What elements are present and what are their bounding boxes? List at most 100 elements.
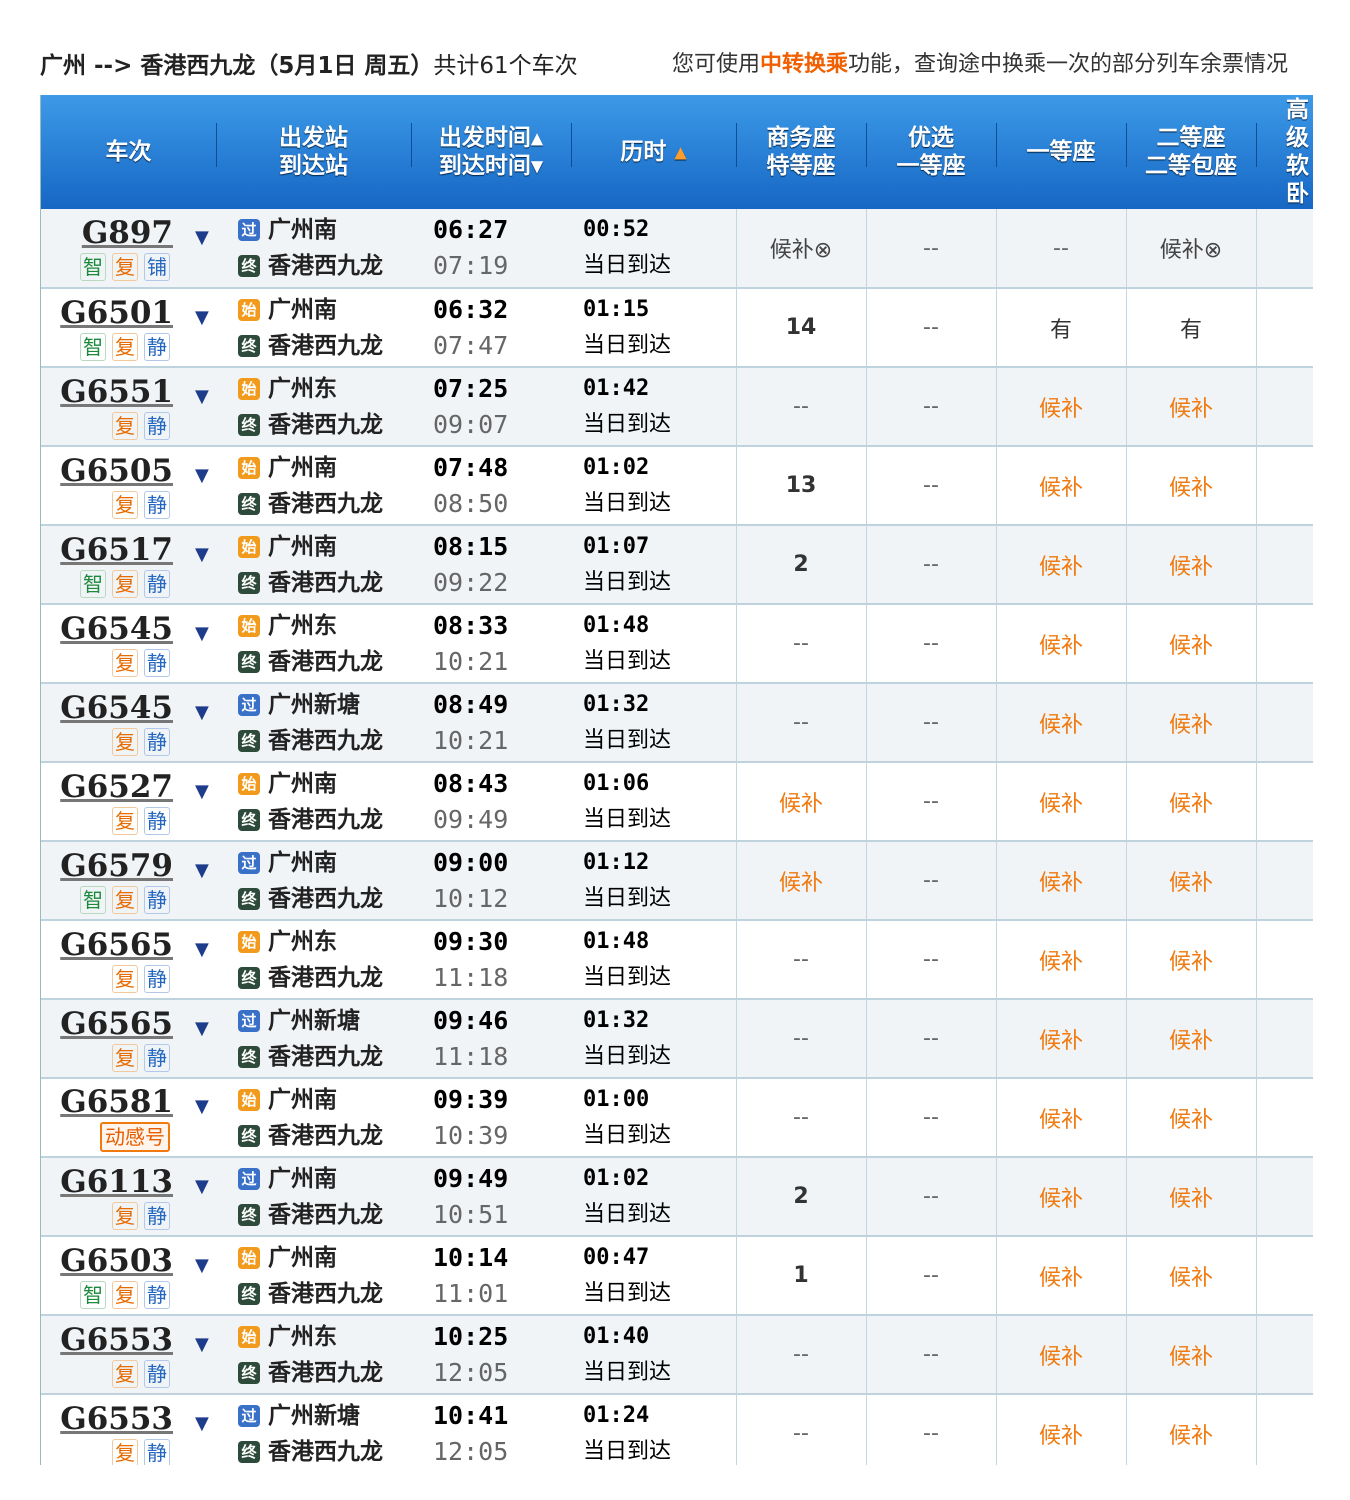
seat-cell[interactable]: 候补 <box>1125 999 1256 1078</box>
train-number-link[interactable]: G6503 <box>60 1242 173 1279</box>
arrival-time: 09:49 <box>433 804 509 834</box>
caret-down-icon[interactable]: ▼ <box>195 464 209 486</box>
seat-value: -- <box>793 1421 809 1446</box>
station-cell: 始广州南 终香港西九龙 <box>216 1236 411 1315</box>
caret-down-icon[interactable]: ▼ <box>195 1017 209 1039</box>
seat-cell[interactable]: 候补 <box>995 999 1126 1078</box>
seat-cell[interactable]: 候补 <box>995 1394 1126 1465</box>
caret-down-icon[interactable]: ▼ <box>195 1175 209 1197</box>
seat-cell[interactable]: 候补 <box>735 762 866 841</box>
train-number-link[interactable]: G6551 <box>60 373 173 410</box>
to-station: 香港西九龙 <box>268 1122 383 1149</box>
duration: 01:02 <box>583 454 650 480</box>
transfer-link[interactable]: 中转换乘 <box>760 52 849 77</box>
sort-up-icon[interactable]: ▲ <box>530 128 544 147</box>
station-cell: 始广州南 终香港西九龙 <box>216 288 411 367</box>
seat-cell[interactable]: 候补 <box>1125 604 1256 683</box>
train-number-link[interactable]: G6501 <box>60 294 173 331</box>
seat-cell[interactable]: 2 <box>735 1157 866 1236</box>
seat-cell[interactable]: 候补 <box>1125 841 1256 920</box>
seat-cell[interactable]: 候补 <box>995 367 1126 446</box>
train-number-link[interactable]: G6553 <box>60 1321 173 1358</box>
seat-cell[interactable]: 候补 <box>995 1157 1126 1236</box>
seat-cell[interactable]: 候补 <box>995 920 1126 999</box>
seat-cell[interactable]: 14 <box>735 288 866 367</box>
train-number-link[interactable]: G6553 <box>60 1400 173 1437</box>
sort-down-icon[interactable]: ▼ <box>530 156 544 176</box>
seat-cell[interactable]: 候补 <box>1125 446 1256 525</box>
seat-cell[interactable]: 候补 <box>995 1315 1126 1394</box>
station-cell: 始广州东 终香港西九龙 <box>216 920 411 999</box>
seat-cell[interactable]: 候补 <box>995 525 1126 604</box>
caret-down-icon[interactable]: ▼ <box>195 701 209 723</box>
seat-cell[interactable]: 候补 <box>1125 762 1256 841</box>
caret-down-icon[interactable]: ▼ <box>195 385 209 407</box>
train-number-link[interactable]: G6517 <box>60 531 173 568</box>
caret-down-icon[interactable]: ▼ <box>195 1333 209 1355</box>
seat-cell[interactable]: 候补 <box>1125 1394 1256 1465</box>
arrival-day: 当日到达 <box>583 885 672 911</box>
col-duration[interactable]: 历时 ▲ <box>571 95 736 209</box>
seat-cell[interactable]: 候补⊗ <box>1125 209 1256 288</box>
train-cell: G6527 ▼ 复静 <box>41 762 216 841</box>
seat-cell[interactable]: 候补 <box>995 1078 1126 1157</box>
caret-down-icon[interactable]: ▼ <box>195 543 209 565</box>
station-cell: 过广州南 终香港西九龙 <box>216 209 411 288</box>
caret-down-icon[interactable]: ▼ <box>195 1254 209 1276</box>
arrival-time: 10:21 <box>433 646 509 676</box>
seat-cell[interactable]: 候补 <box>1125 1236 1256 1315</box>
train-number-link[interactable]: G897 <box>81 215 173 251</box>
seat-cell[interactable]: 候补 <box>735 841 866 920</box>
caret-down-icon[interactable]: ▼ <box>195 306 209 328</box>
seat-cell[interactable]: 候补 <box>1125 920 1256 999</box>
from-station: 广州南 <box>268 1165 337 1192</box>
departure-time: 09:30 <box>433 926 509 956</box>
train-number-link[interactable]: G6565 <box>60 1005 173 1042</box>
seat-cell[interactable]: 候补 <box>1125 683 1256 762</box>
col-time[interactable]: 出发时间▲ 到达时间▼ <box>411 95 571 209</box>
seat-cell[interactable]: 候补 <box>995 762 1126 841</box>
train-number-link[interactable]: G6505 <box>60 452 173 489</box>
caret-down-icon[interactable]: ▼ <box>195 1412 209 1434</box>
seat-value: 候补 <box>1038 1028 1083 1054</box>
caret-down-icon[interactable]: ▼ <box>195 622 209 644</box>
seat-cell[interactable]: 2 <box>735 525 866 604</box>
arrival-day: 当日到达 <box>583 648 672 674</box>
seat-cell[interactable]: 候补 <box>995 446 1126 525</box>
train-cell: G6565 ▼ 复静 <box>41 999 216 1078</box>
train-number-link[interactable]: G6581 <box>60 1083 173 1120</box>
train-number-link[interactable]: G6579 <box>60 847 173 884</box>
train-number-link[interactable]: G6113 <box>60 1163 173 1200</box>
train-number-link[interactable]: G6565 <box>60 926 173 963</box>
caret-down-icon[interactable]: ▼ <box>195 1095 209 1117</box>
caret-down-icon[interactable]: ▼ <box>195 227 209 248</box>
seat-cell[interactable]: 候补 <box>995 841 1126 920</box>
seat-cell[interactable]: 候补 <box>1125 367 1256 446</box>
departure-time: 10:41 <box>433 1400 509 1430</box>
caret-down-icon[interactable]: ▼ <box>195 938 209 960</box>
train-number-link[interactable]: G6545 <box>60 610 173 647</box>
seat-cell[interactable]: 候补 <box>1125 1315 1256 1394</box>
seat-cell[interactable]: 有 <box>995 288 1126 367</box>
departure-time: 09:49 <box>433 1163 509 1193</box>
caret-down-icon[interactable]: ▼ <box>195 780 209 802</box>
train-cell: G6565 ▼ 复静 <box>41 920 216 999</box>
seat-cell: -- <box>735 920 866 999</box>
sort-up-icon[interactable]: ▲ <box>674 142 687 162</box>
seat-cell[interactable]: 候补 <box>995 1236 1126 1315</box>
seat-cell[interactable]: 候补 <box>1125 1078 1256 1157</box>
seat-cell[interactable]: 候补⊗ <box>735 209 866 288</box>
seat-value: 候补⊗ <box>769 238 833 263</box>
seat-cell[interactable]: 1 <box>735 1236 866 1315</box>
seat-cell[interactable]: 候补 <box>1125 1157 1256 1236</box>
pass-station-icon: 过 <box>238 1404 260 1427</box>
train-number-link[interactable]: G6527 <box>60 768 173 805</box>
seat-cell[interactable]: 有 <box>1125 288 1256 367</box>
caret-down-icon[interactable]: ▼ <box>195 859 209 881</box>
seat-cell: - <box>1255 367 1313 446</box>
seat-cell[interactable]: 13 <box>735 446 866 525</box>
seat-cell[interactable]: 候补 <box>1125 525 1256 604</box>
seat-cell[interactable]: 候补 <box>995 683 1126 762</box>
seat-cell[interactable]: 候补 <box>995 604 1126 683</box>
train-number-link[interactable]: G6545 <box>60 689 173 726</box>
